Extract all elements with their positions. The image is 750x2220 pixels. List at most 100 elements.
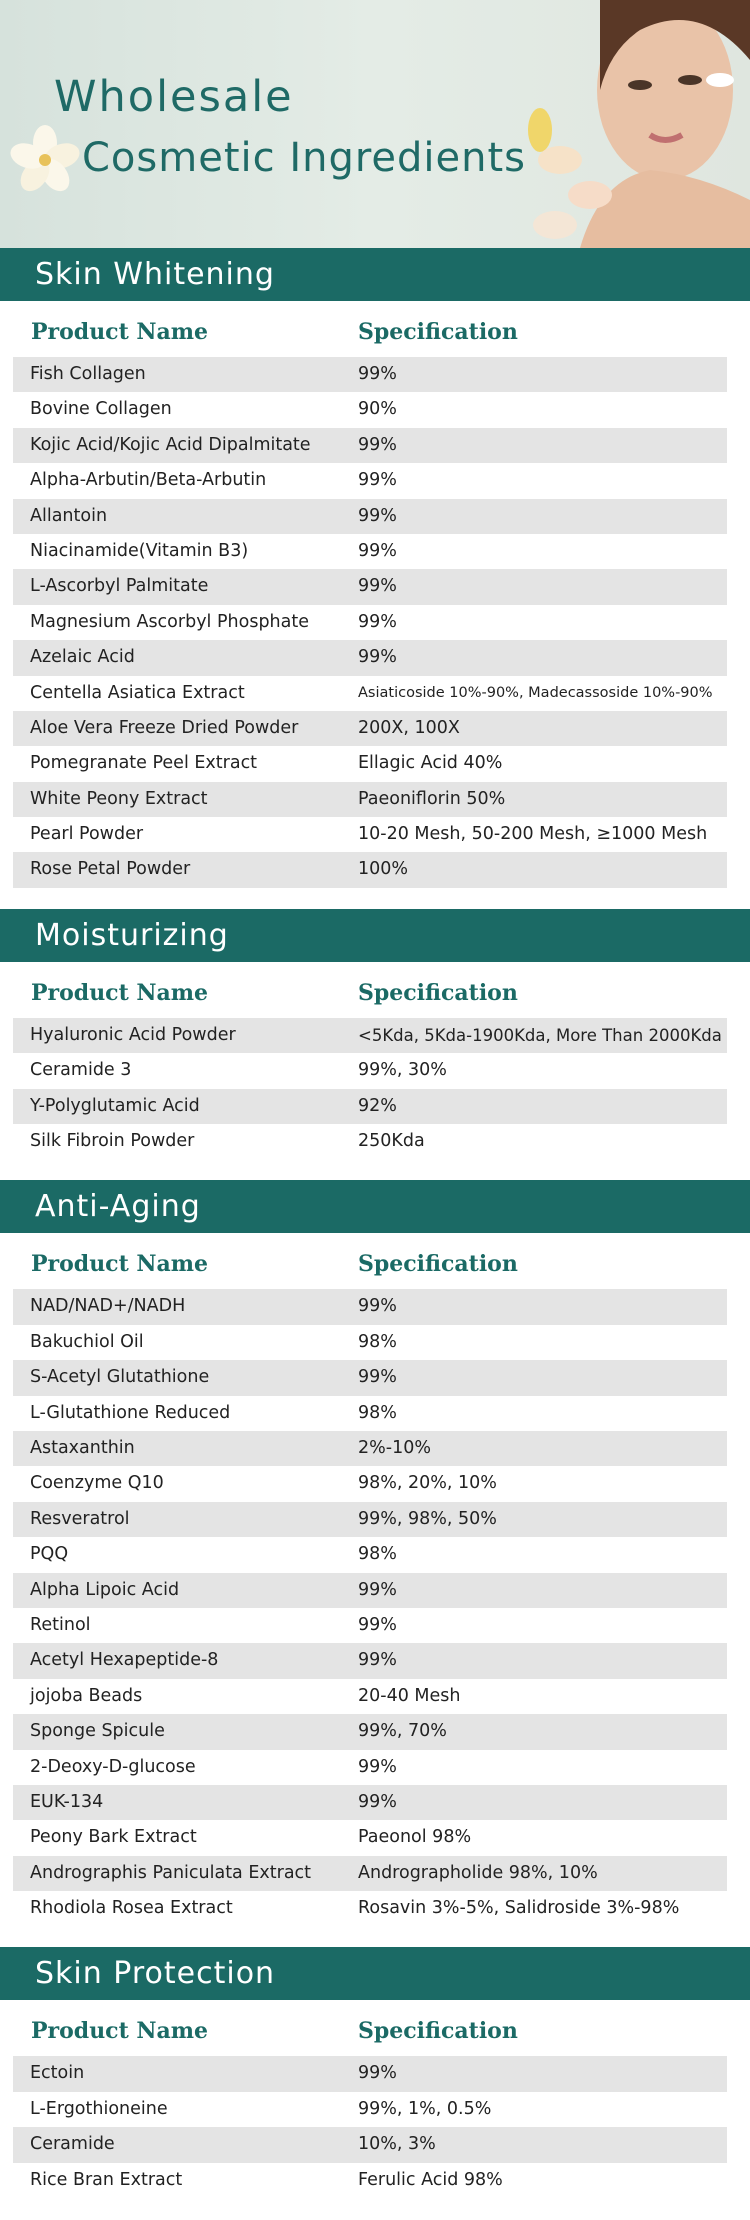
product-name: NAD/NAD+/NADH <box>30 1296 186 1317</box>
specification: 99% <box>358 1614 397 1635</box>
specification: <5Kda, 5Kda-1900Kda, More Than 2000Kda <box>358 1025 722 1045</box>
specification: 20-40 Mesh <box>358 1685 461 1706</box>
table-row: Astaxanthin 2%-10% <box>13 1430 727 1467</box>
table-row: Retinol 99% <box>13 1608 727 1643</box>
table-row: Y-Polyglutamic Acid 92% <box>13 1088 727 1125</box>
product-name: Pomegranate Peel Extract <box>30 753 258 774</box>
table-row: L-Ascorbyl Palmitate 99% <box>13 569 727 605</box>
section-title: Skin Whitening <box>0 248 750 301</box>
table-row: L-Glutathione Reduced 98% <box>13 1396 727 1431</box>
table-header: Product Name Specification <box>0 962 750 1018</box>
table-row: Rice Bran Extract Ferulic Acid 98% <box>13 2163 727 2198</box>
product-name: PQQ <box>30 1544 69 1565</box>
specification: 10-20 Mesh, 50-200 Mesh, ≥1000 Mesh <box>358 824 708 845</box>
section: Anti-Aging Product Name Specification NAD/N… <box>0 1180 750 1926</box>
table-row: Aloe Vera Freeze Dried Powder 200X, 100X <box>13 710 727 747</box>
specification: 99% <box>358 505 397 526</box>
hero-title: Wholesale <box>54 72 294 122</box>
product-name: Niacinamide(Vitamin B3) <box>30 540 249 561</box>
table-row: Resveratrol 99%, 98%, 50% <box>13 1501 727 1538</box>
table-row: Sponge Spicule 99%, 70% <box>13 1714 727 1750</box>
product-name: Bakuchiol Oil <box>30 1331 144 1352</box>
product-name: Rose Petal Powder <box>30 859 191 880</box>
product-name: Coenzyme Q10 <box>30 1473 164 1494</box>
column-header: Specification <box>358 979 518 1006</box>
specification: 99% <box>358 364 397 384</box>
product-name: Allantoin <box>30 505 108 526</box>
specification: 99% <box>358 611 397 632</box>
product-name: S-Acetyl Glutathione <box>30 1367 210 1388</box>
product-name: Acetyl Hexapeptide-8 <box>30 1650 219 1671</box>
sections: Skin Whitening Product Name Specification F… <box>0 248 750 2198</box>
table-row: Magnesium Ascorbyl Phosphate 99% <box>13 605 727 640</box>
product-name: Centella Asiatica Extract <box>30 682 245 703</box>
product-name: L-Ascorbyl Palmitate <box>30 576 209 597</box>
specification: 99% <box>358 1579 397 1600</box>
product-name: Sponge Spicule <box>30 1721 165 1742</box>
specification: 99%, 30% <box>358 1060 447 1081</box>
specification: 2%-10% <box>358 1437 431 1458</box>
table-row: Rose Petal Powder 100% <box>13 852 727 888</box>
table-row: Silk Fibroin Powder 250Kda <box>13 1124 727 1159</box>
specification: 100% <box>358 859 409 880</box>
product-name: Pearl Powder <box>30 824 144 845</box>
product-name: Andrographis Paniculata Extract <box>30 1862 312 1883</box>
specification: Asiaticoside 10%-90%, Madecassoside 10%-… <box>358 684 713 701</box>
product-name: Ceramide <box>30 2134 115 2155</box>
product-name: Kojic Acid/Kojic Acid Dipalmitate <box>30 434 311 455</box>
product-name: White Peony Extract <box>30 788 208 809</box>
table-row: EUK-134 99% <box>13 1784 727 1821</box>
specification: 99%, 98%, 50% <box>358 1508 497 1529</box>
specification: Paeoniflorin 50% <box>358 788 506 809</box>
product-name: 2-Deoxy-D-glucose <box>30 1756 196 1777</box>
specification: 99% <box>358 576 397 597</box>
table-row: L-Ergothioneine 99%, 1%, 0.5% <box>13 2092 727 2127</box>
section-title: Skin Protection <box>0 1947 750 2001</box>
specification: 98% <box>358 1331 397 1352</box>
specification: 99% <box>358 647 397 668</box>
table-row: Niacinamide(Vitamin B3) 99% <box>13 534 727 569</box>
specification: 99%, 70% <box>358 1721 447 1742</box>
product-name: Resveratrol <box>30 1508 130 1529</box>
specification: 90% <box>358 399 397 420</box>
specification: Ellagic Acid 40% <box>358 753 503 774</box>
column-header: Specification <box>358 319 518 345</box>
table-row: PQQ 98% <box>13 1537 727 1572</box>
product-name: Bovine Collagen <box>30 399 172 420</box>
section-title: Moisturizing <box>0 908 750 962</box>
product-name: jojoba Beads <box>30 1685 143 1706</box>
product-name: Y-Polyglutamic Acid <box>30 1095 200 1116</box>
product-name: Ceramide 3 <box>30 1060 132 1081</box>
table-row: Acetyl Hexapeptide-8 99% <box>13 1643 727 1679</box>
table-row: Azelaic Acid 99% <box>13 640 727 676</box>
table-row: Alpha-Arbutin/Beta-Arbutin 99% <box>13 463 727 498</box>
table-row: Pearl Powder 10-20 Mesh, 50-200 Mesh, ≥10… <box>13 817 727 852</box>
table-row: S-Acetyl Glutathione 99% <box>13 1360 727 1396</box>
table-row: Ectoin 99% <box>13 2056 727 2092</box>
column-header: Product Name <box>31 319 209 345</box>
table-row: White Peony Extract Paeoniflorin 50% <box>13 781 727 818</box>
specification: 98% <box>358 1402 397 1423</box>
product-name: EUK-134 <box>30 1791 104 1812</box>
column-header: Specification <box>358 1251 518 1278</box>
table-row: Peony Bark Extract Paeonol 98% <box>13 1820 727 1855</box>
product-name: Astaxanthin <box>30 1437 135 1458</box>
product-name: Hyaluronic Acid Powder <box>30 1024 236 1045</box>
product-name: Rice Bran Extract <box>30 2169 183 2190</box>
column-header: Product Name <box>31 979 209 1006</box>
specification: 99% <box>358 434 397 455</box>
specification: 99% <box>358 540 397 561</box>
specification: 250Kda <box>358 1131 425 1152</box>
product-name: Peony Bark Extract <box>30 1827 197 1848</box>
specification: 99% <box>358 1650 397 1671</box>
table-row: Ceramide 10%, 3% <box>13 2127 727 2163</box>
table-row: Pomegranate Peel Extract Ellagic Acid 40% <box>13 746 727 781</box>
specification: Paeonol 98% <box>358 1827 472 1848</box>
product-name: L-Glutathione Reduced <box>30 1402 231 1423</box>
product-name: L-Ergothioneine <box>30 2098 168 2119</box>
table-row: Ceramide 3 99%, 30% <box>13 1053 727 1088</box>
product-name: Aloe Vera Freeze Dried Powder <box>30 717 299 738</box>
table-row: Allantoin 99% <box>13 498 727 534</box>
product-name: Rhodiola Rosea Extract <box>30 1898 233 1919</box>
